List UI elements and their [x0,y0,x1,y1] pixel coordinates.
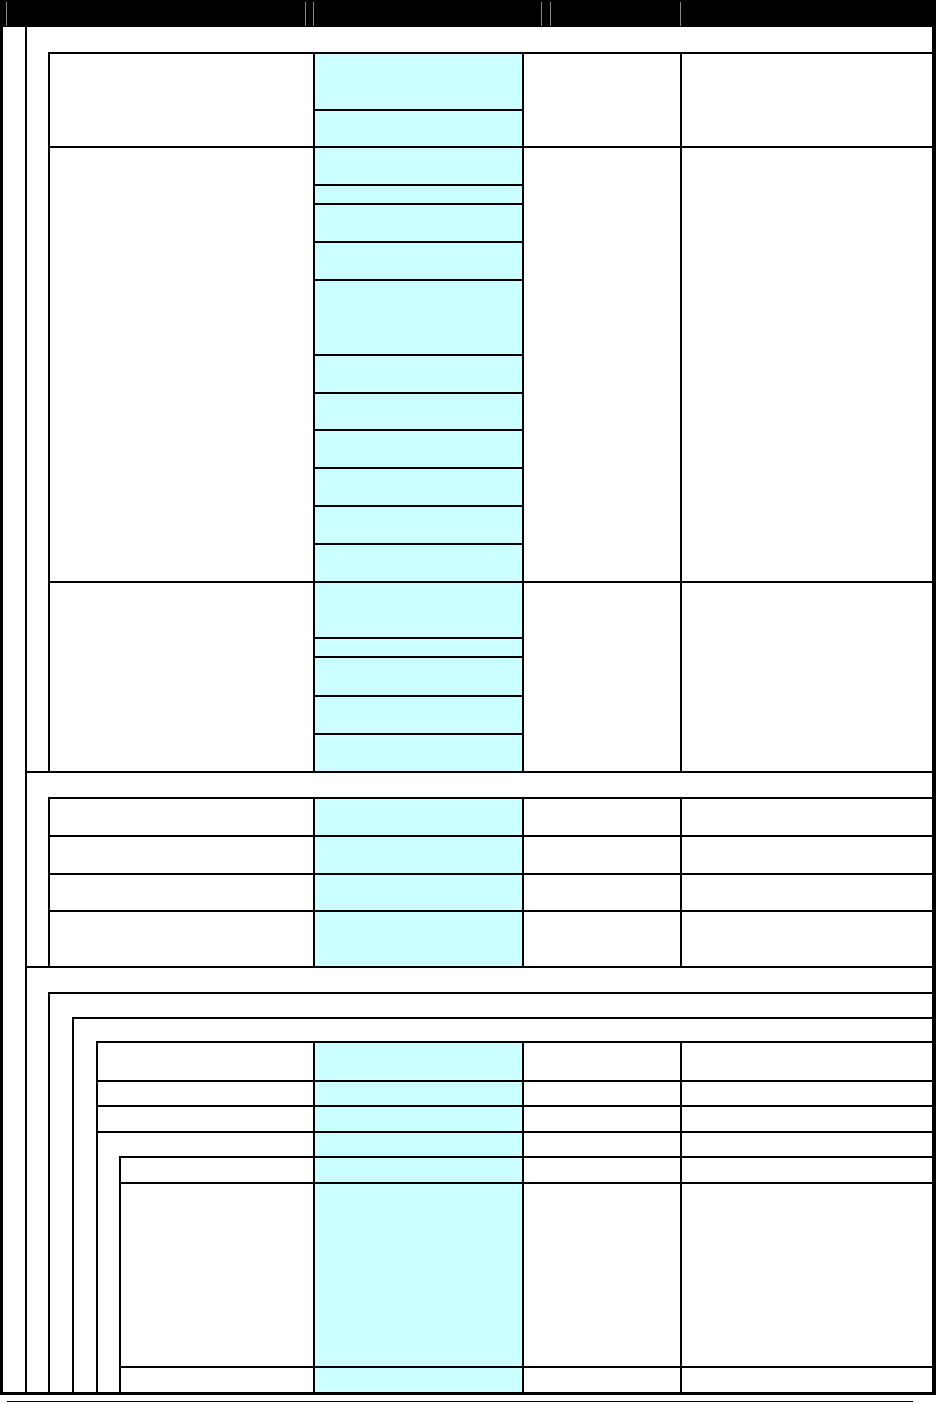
row-divider [48,52,932,54]
sub-row-divider [313,656,522,658]
outer-border-bottom [0,1392,936,1395]
row-divider [48,873,932,875]
row-divider [48,835,932,837]
header-column-separator [6,2,7,26]
highlight-column-cell [314,52,522,771]
sub-row-divider [313,733,522,735]
column-divider [313,52,315,771]
row-divider [48,992,932,994]
highlight-column-cell [314,797,522,966]
sub-row-divider [313,637,522,639]
row-divider [119,1156,932,1158]
column-divider [680,52,682,771]
header-column-separator [305,2,306,26]
sub-row-divider [313,543,522,545]
column-divider [72,1017,74,1392]
row-divider [48,910,932,912]
sub-row-divider [313,279,522,281]
column-divider [522,797,524,966]
row-divider [96,1041,932,1043]
sub-row-divider [313,203,522,205]
row-divider [25,771,932,773]
header-column-separator [313,2,314,26]
column-divider [522,1041,524,1392]
row-divider [25,966,932,968]
footer-rule [7,1401,913,1402]
header-column-separator [541,2,542,26]
row-divider [96,1105,932,1107]
header-column-separator [680,2,681,26]
table-header-bar [0,0,936,27]
outer-border-right [932,27,936,1395]
sub-row-divider [313,184,522,186]
column-divider [96,1041,98,1392]
column-divider [313,797,315,966]
sub-row-divider [313,241,522,243]
row-divider [96,1131,932,1133]
sub-row-divider [313,505,522,507]
column-divider [48,992,50,1392]
sub-row-divider [313,429,522,431]
column-divider [522,52,524,771]
row-divider [48,146,932,148]
highlight-column-cell [314,1041,522,1392]
column-divider [119,1156,121,1392]
outer-border-left [0,27,3,1395]
sub-row-divider [313,354,522,356]
sub-row-divider [313,695,522,697]
column-divider [48,797,50,966]
row-divider [48,797,932,799]
row-divider [119,1366,932,1368]
column-divider [680,797,682,966]
sub-row-divider [313,392,522,394]
column-divider [48,52,50,771]
row-divider [72,1017,932,1019]
sub-row-divider [313,467,522,469]
column-divider [680,1041,682,1392]
column-divider [313,1041,315,1392]
row-divider [96,1080,932,1082]
column-divider [25,27,27,1392]
sub-row-divider [313,109,522,111]
header-column-separator [550,2,551,26]
row-divider [119,1182,932,1184]
row-divider [48,581,932,583]
